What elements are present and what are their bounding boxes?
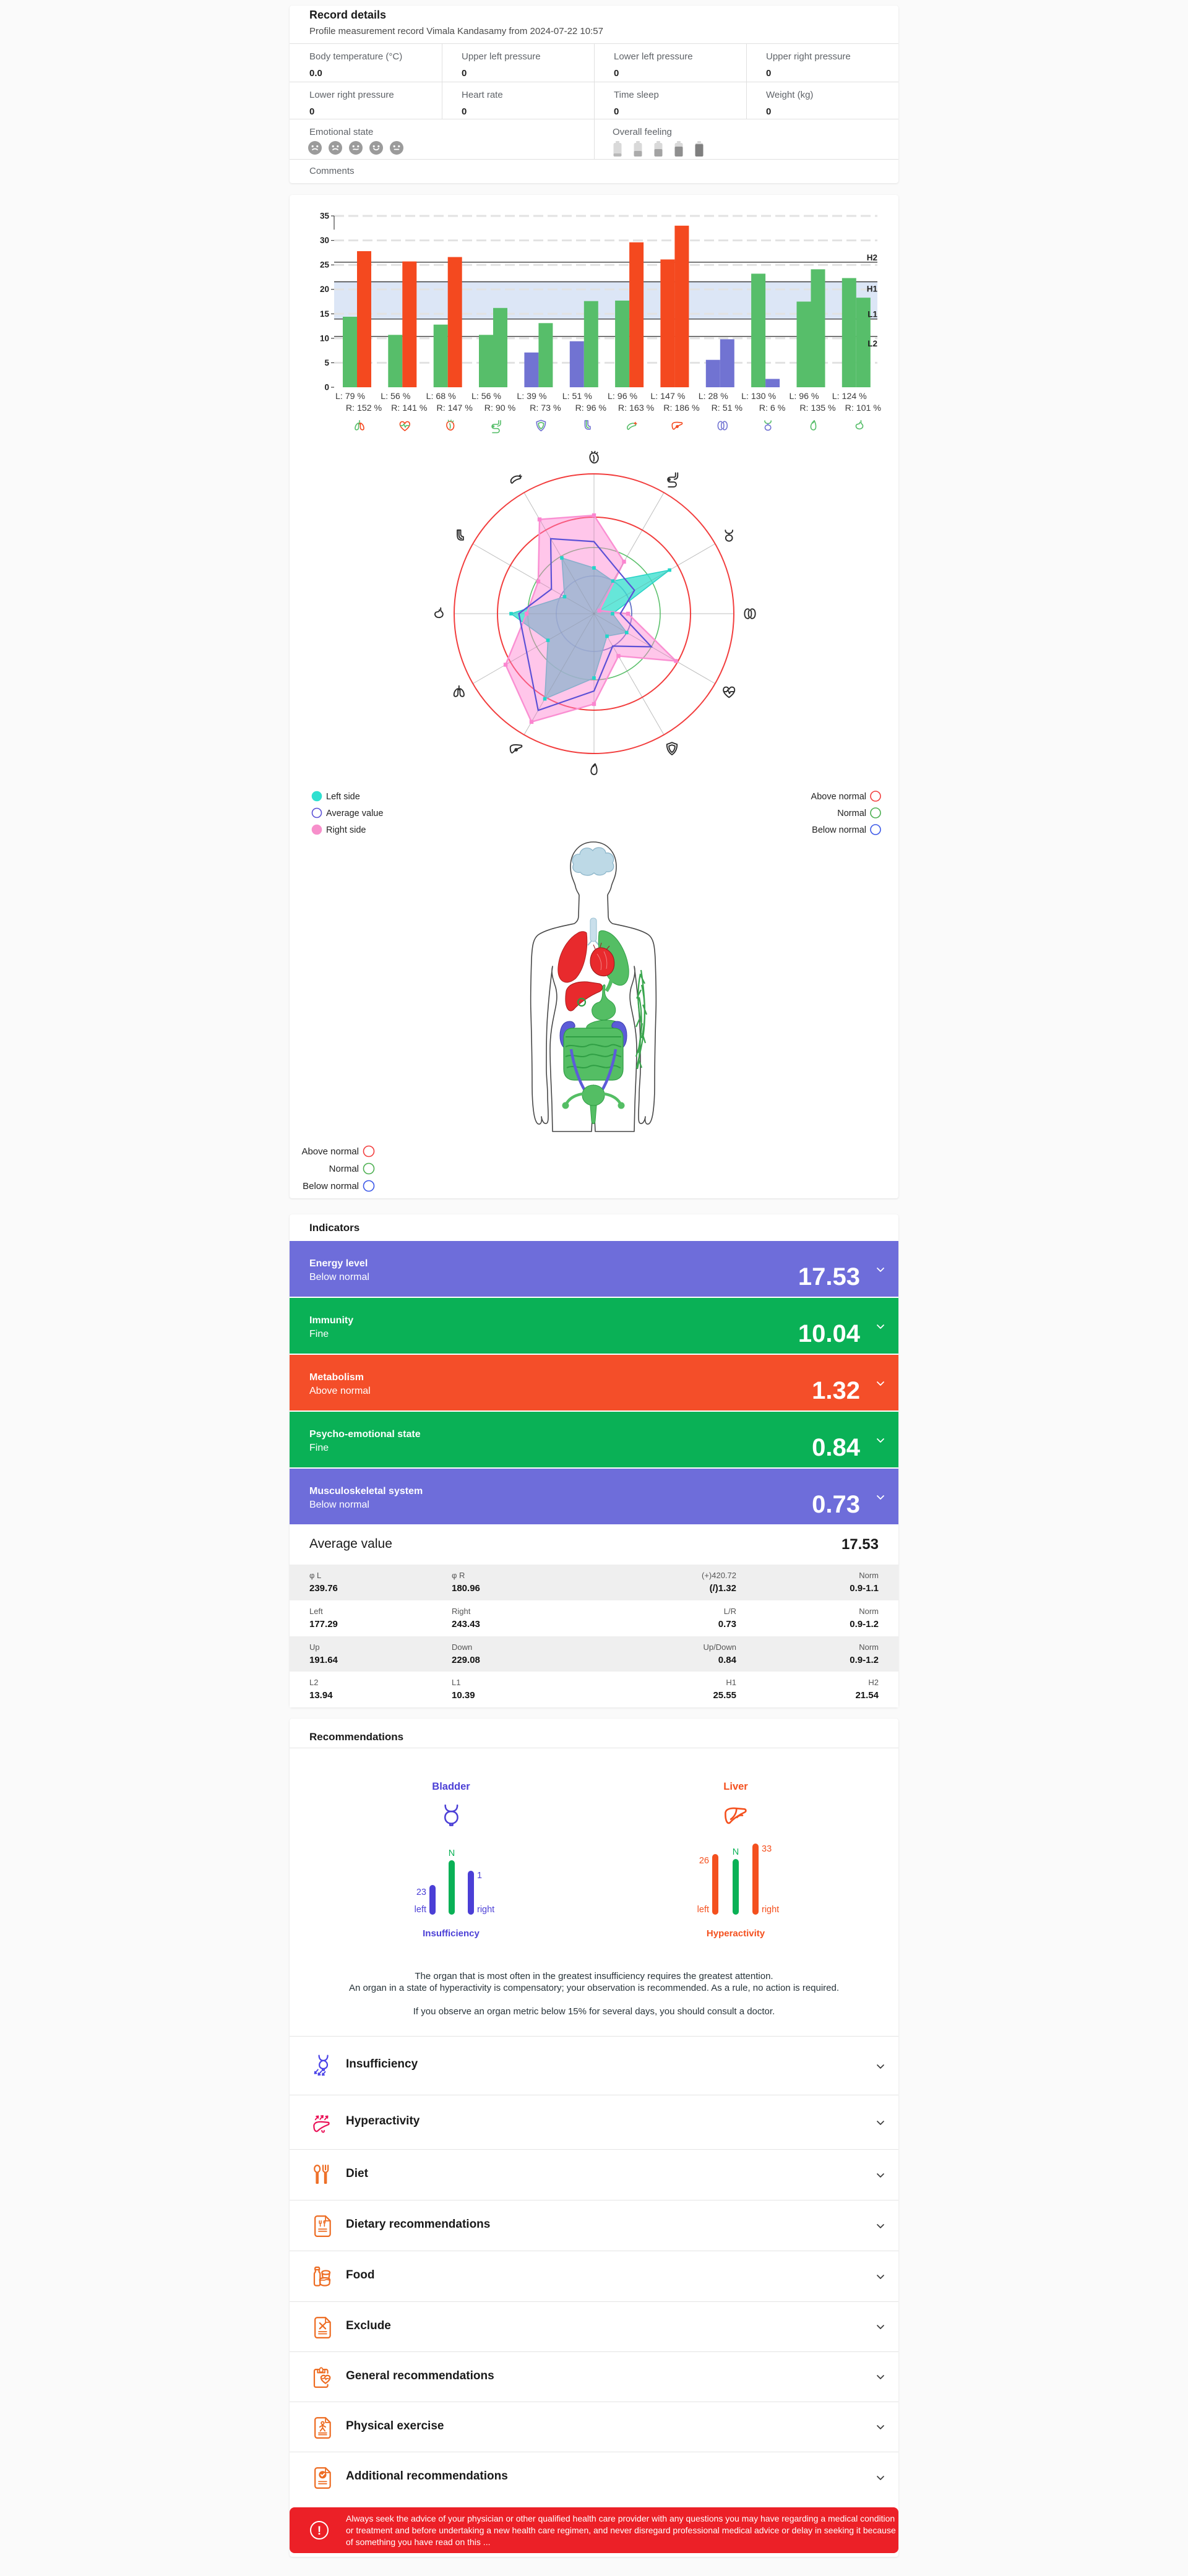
svg-text:R: 101 %: R: 101 % <box>845 403 882 413</box>
svg-text:L: 28 %: L: 28 % <box>699 392 728 401</box>
svg-text:R: 186 %: R: 186 % <box>663 403 700 413</box>
svg-text:R: 73 %: R: 73 % <box>530 403 561 413</box>
svg-text:L: 68 %: L: 68 % <box>426 392 456 401</box>
svg-text:30: 30 <box>320 236 329 245</box>
svg-text:R: 147 %: R: 147 % <box>437 403 473 413</box>
svg-text:L: 39 %: L: 39 % <box>517 392 546 401</box>
svg-text:R: 6 %: R: 6 % <box>759 403 786 413</box>
svg-text:right: right <box>477 1905 494 1915</box>
svg-text:H1: H1 <box>867 285 878 294</box>
svg-text:L: 79 %: L: 79 % <box>335 392 365 401</box>
svg-text:L: 56 %: L: 56 % <box>381 392 410 401</box>
svg-text:L: 96 %: L: 96 % <box>789 392 819 401</box>
svg-text:left: left <box>697 1905 709 1915</box>
svg-text:left: left <box>415 1905 426 1915</box>
svg-text:0: 0 <box>324 383 329 392</box>
svg-text:L: 130 %: L: 130 % <box>741 392 776 401</box>
svg-text:Bladder: Bladder <box>432 1781 470 1792</box>
svg-text:L2: L2 <box>867 339 877 348</box>
svg-text:Normal: Normal <box>837 809 866 818</box>
svg-text:35: 35 <box>320 212 330 221</box>
svg-text:H2: H2 <box>867 253 877 262</box>
svg-text:Left side: Left side <box>326 792 360 802</box>
svg-text:Above normal: Above normal <box>301 1146 359 1157</box>
svg-text:Hyperactivity: Hyperactivity <box>707 1928 765 1939</box>
svg-text:20: 20 <box>320 285 329 294</box>
svg-text:L1: L1 <box>867 310 877 319</box>
svg-text:L: 51 %: L: 51 % <box>562 392 592 401</box>
svg-text:N: N <box>449 1848 455 1858</box>
svg-text:1: 1 <box>477 1871 482 1881</box>
svg-text:R: 96 %: R: 96 % <box>575 403 607 413</box>
svg-text:Liver: Liver <box>723 1781 748 1792</box>
svg-text:Above normal: Above normal <box>811 792 866 802</box>
svg-text:L: 96 %: L: 96 % <box>608 392 637 401</box>
svg-text:Below normal: Below normal <box>303 1181 359 1191</box>
svg-text:10: 10 <box>320 333 329 343</box>
svg-text:L: 56 %: L: 56 % <box>471 392 501 401</box>
svg-text:R: 141 %: R: 141 % <box>391 403 428 413</box>
svg-text:R: 163 %: R: 163 % <box>618 403 655 413</box>
svg-text:26: 26 <box>699 1856 709 1866</box>
svg-text:R: 90 %: R: 90 % <box>484 403 516 413</box>
svg-text:Normal: Normal <box>329 1164 359 1174</box>
svg-text:L: 124 %: L: 124 % <box>832 392 867 401</box>
svg-text:L: 147 %: L: 147 % <box>650 392 685 401</box>
svg-text:Right side: Right side <box>326 825 366 835</box>
svg-text:23: 23 <box>416 1887 426 1897</box>
svg-text:5: 5 <box>324 358 329 367</box>
svg-text:R: 135 %: R: 135 % <box>799 403 836 413</box>
svg-text:Average value: Average value <box>326 809 383 818</box>
svg-text:N: N <box>733 1847 739 1857</box>
svg-text:right: right <box>762 1905 779 1915</box>
svg-text:R: 51 %: R: 51 % <box>712 403 743 413</box>
svg-text:Insufficiency: Insufficiency <box>423 1928 480 1939</box>
svg-text:33: 33 <box>762 1844 772 1854</box>
svg-text:25: 25 <box>320 260 330 270</box>
svg-text:15: 15 <box>320 309 330 319</box>
svg-text:R: 152 %: R: 152 % <box>346 403 382 413</box>
svg-text:Below normal: Below normal <box>812 825 866 835</box>
